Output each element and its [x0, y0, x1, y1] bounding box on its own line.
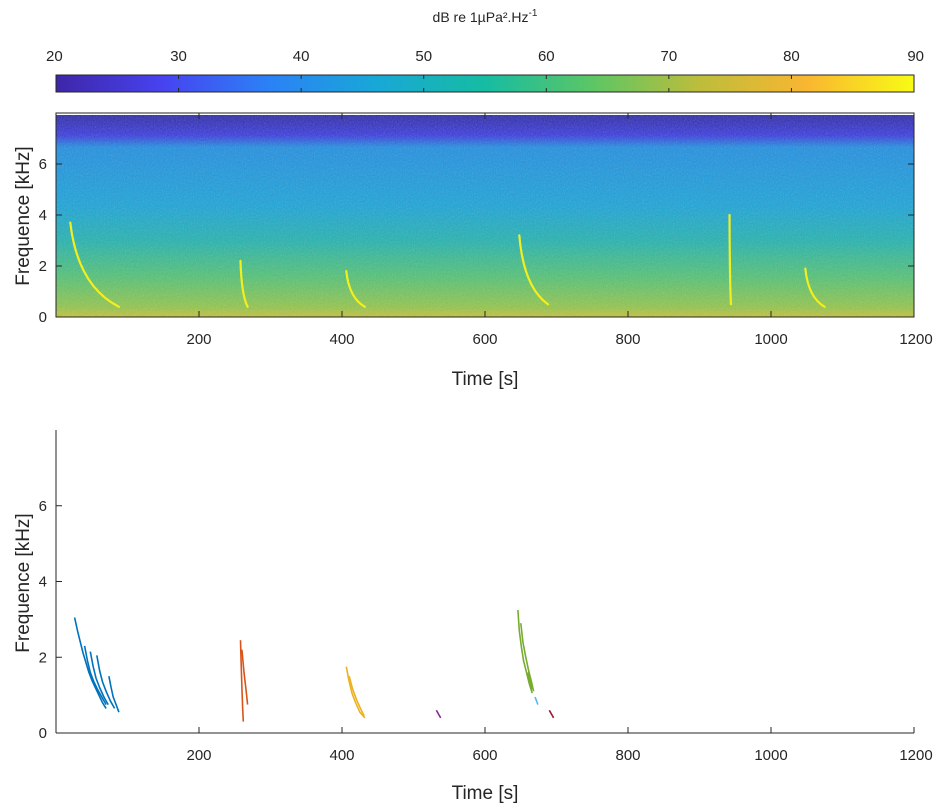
contour-panel: 200 400 600 800 1000 1200 0 2 4 6 Time [s] Freque… [13, 430, 933, 804]
contour-line [83, 645, 107, 705]
contour-line [73, 617, 107, 709]
spectrogram-noise [56, 115, 914, 317]
spectrogram-ytick-label: 2 [39, 258, 47, 275]
contour-ylabel: Frequence [kHz] [13, 513, 34, 652]
spectrogram-call [239, 259, 249, 308]
colorbar-ticks [55, 75, 915, 92]
colorbar: dB re 1µPa².Hz-1 20 30 40 50 60 70 80 90 [46, 8, 924, 93]
contour-line [520, 623, 535, 692]
contour-series-group [517, 609, 535, 694]
contour-line [527, 672, 533, 690]
colorbar-tick-label: 60 [538, 48, 555, 65]
contour-line [348, 675, 365, 717]
spectrogram-call [69, 221, 121, 308]
contour-xtick-label: 200 [186, 747, 211, 764]
colorbar-tick-label: 80 [783, 48, 800, 65]
colorbar-tick-label: 30 [170, 48, 187, 65]
spectrogram-calls [69, 213, 826, 308]
contour-line [345, 666, 366, 719]
spectrogram-xtick-label: 1200 [899, 331, 932, 348]
spectrogram-xtick-label: 800 [615, 331, 640, 348]
spectrogram-call [345, 270, 366, 308]
contour-series [73, 609, 555, 722]
contour-axes: 200 400 600 800 1000 1200 0 2 4 6 [39, 430, 933, 764]
spectrogram-ylabel: Frequence [kHz] [13, 146, 34, 285]
colorbar-tick-label: 40 [293, 48, 310, 65]
contour-xlabel: Time [s] [452, 783, 519, 804]
contour-line [435, 709, 442, 719]
contour-xtick-label: 1000 [754, 747, 787, 764]
contour-line [239, 640, 245, 722]
contour-series-group [435, 709, 442, 719]
spectrogram-call [518, 234, 550, 306]
contour-series-group [548, 709, 555, 719]
spectrogram-axes: 200 400 600 800 1000 1200 0 2 4 6 [39, 112, 933, 348]
contour-series-group [239, 640, 249, 722]
colorbar-tick-label: 50 [415, 48, 432, 65]
contour-ytick-label: 6 [39, 498, 47, 515]
contour-line [548, 709, 555, 719]
contour-xtick-label: 800 [615, 747, 640, 764]
contour-line [241, 649, 249, 705]
spectrogram-panel: 200 400 600 800 1000 1200 0 2 4 6 Time [s] Freque… [13, 112, 933, 390]
contour-line [96, 655, 116, 709]
colorbar-tick-label: 20 [46, 48, 63, 65]
contour-ytick-label: 2 [39, 649, 47, 666]
spectrogram-ytick-label: 6 [39, 156, 47, 173]
contour-xtick-label: 400 [329, 747, 354, 764]
colorbar-tick-label: 70 [661, 48, 678, 65]
contour-xtick-label: 1200 [899, 747, 932, 764]
spectrogram-call [728, 213, 733, 306]
contour-line [534, 696, 539, 705]
spectrogram-ytick-label: 4 [39, 207, 47, 224]
contour-line [517, 609, 533, 694]
colorbar-tick-label: 90 [907, 48, 924, 65]
spectrogram-xtick-label: 1000 [754, 331, 787, 348]
contour-ytick-label: 4 [39, 574, 47, 591]
spectrogram-ytick-label: 0 [39, 309, 47, 326]
contour-series-group [73, 617, 120, 713]
contour-ytick-label: 0 [39, 725, 47, 742]
contour-series-group [345, 666, 366, 719]
spectrogram-xtick-label: 400 [329, 331, 354, 348]
spectrogram-xlabel: Time [s] [452, 369, 519, 390]
contour-line [108, 676, 120, 713]
contour-xtick-label: 600 [472, 747, 497, 764]
spectrogram-call [804, 267, 826, 308]
spectrogram-xtick-label: 200 [186, 331, 211, 348]
contour-line [89, 651, 109, 705]
contour-series-group [534, 696, 539, 705]
spectrogram-xtick-label: 600 [472, 331, 497, 348]
colorbar-bar [55, 74, 915, 93]
colorbar-title: dB re 1µPa².Hz-1 [433, 8, 538, 25]
colorbar-tick-labels: 20 30 40 50 60 70 80 90 [46, 48, 924, 65]
